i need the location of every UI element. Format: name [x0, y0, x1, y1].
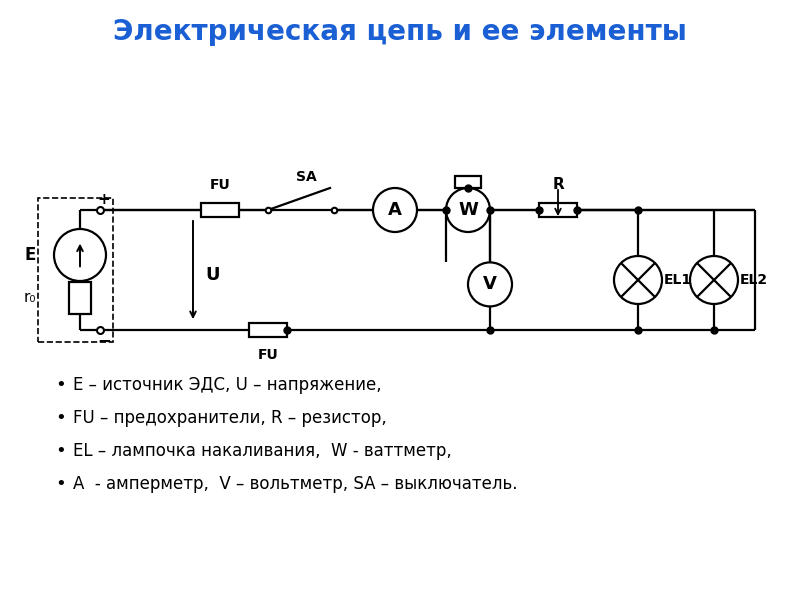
Circle shape — [373, 188, 417, 232]
Bar — [69, 282, 91, 314]
Text: +: + — [98, 193, 110, 208]
Text: •: • — [55, 442, 66, 460]
Text: A  - амперметр,  V – вольтметр, SA – выключатель.: A - амперметр, V – вольтметр, SA – выклю… — [73, 475, 518, 493]
Bar — [249, 323, 287, 337]
Circle shape — [54, 229, 106, 281]
Circle shape — [690, 256, 738, 304]
Circle shape — [614, 256, 662, 304]
Circle shape — [468, 262, 512, 307]
Circle shape — [446, 188, 490, 232]
Text: EL – лампочка накаливания,  W - ваттметр,: EL – лампочка накаливания, W - ваттметр, — [73, 442, 452, 460]
Text: A: A — [388, 201, 402, 219]
Text: V: V — [483, 275, 497, 293]
Text: E: E — [25, 246, 36, 264]
Bar — [38, 198, 113, 342]
Text: r₀: r₀ — [23, 290, 36, 305]
Text: SA: SA — [296, 170, 316, 184]
Bar — [455, 176, 481, 188]
Text: EL2: EL2 — [740, 273, 768, 287]
Text: R: R — [552, 177, 564, 192]
Text: FU: FU — [258, 348, 278, 362]
Text: Электрическая цепь и ее элементы: Электрическая цепь и ее элементы — [113, 18, 687, 46]
Text: EL1: EL1 — [664, 273, 692, 287]
Text: −: − — [97, 331, 111, 349]
Text: •: • — [55, 475, 66, 493]
Bar — [201, 203, 239, 217]
Text: U: U — [205, 266, 219, 284]
Text: FU: FU — [210, 178, 230, 192]
Bar — [539, 203, 577, 217]
Text: •: • — [55, 376, 66, 394]
Text: E – источник ЭДС, U – напряжение,: E – источник ЭДС, U – напряжение, — [73, 376, 382, 394]
Text: FU – предохранители, R – резистор,: FU – предохранители, R – резистор, — [73, 409, 386, 427]
Text: •: • — [55, 409, 66, 427]
Text: W: W — [458, 201, 478, 219]
